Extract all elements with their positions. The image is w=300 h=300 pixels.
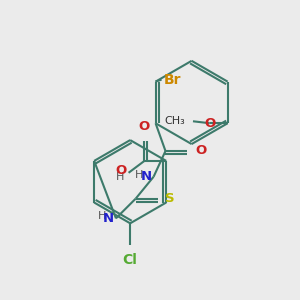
Text: O: O <box>204 117 215 130</box>
Text: O: O <box>139 120 150 133</box>
Text: H: H <box>116 172 124 182</box>
Text: H: H <box>135 170 144 180</box>
Text: N: N <box>140 170 152 183</box>
Text: CH₃: CH₃ <box>164 116 185 126</box>
Text: Br: Br <box>164 73 181 87</box>
Text: H: H <box>98 212 106 221</box>
Text: Cl: Cl <box>123 253 138 267</box>
Text: O: O <box>115 164 127 177</box>
Text: N: N <box>103 212 114 225</box>
Text: S: S <box>166 192 175 205</box>
Text: O: O <box>195 145 206 158</box>
